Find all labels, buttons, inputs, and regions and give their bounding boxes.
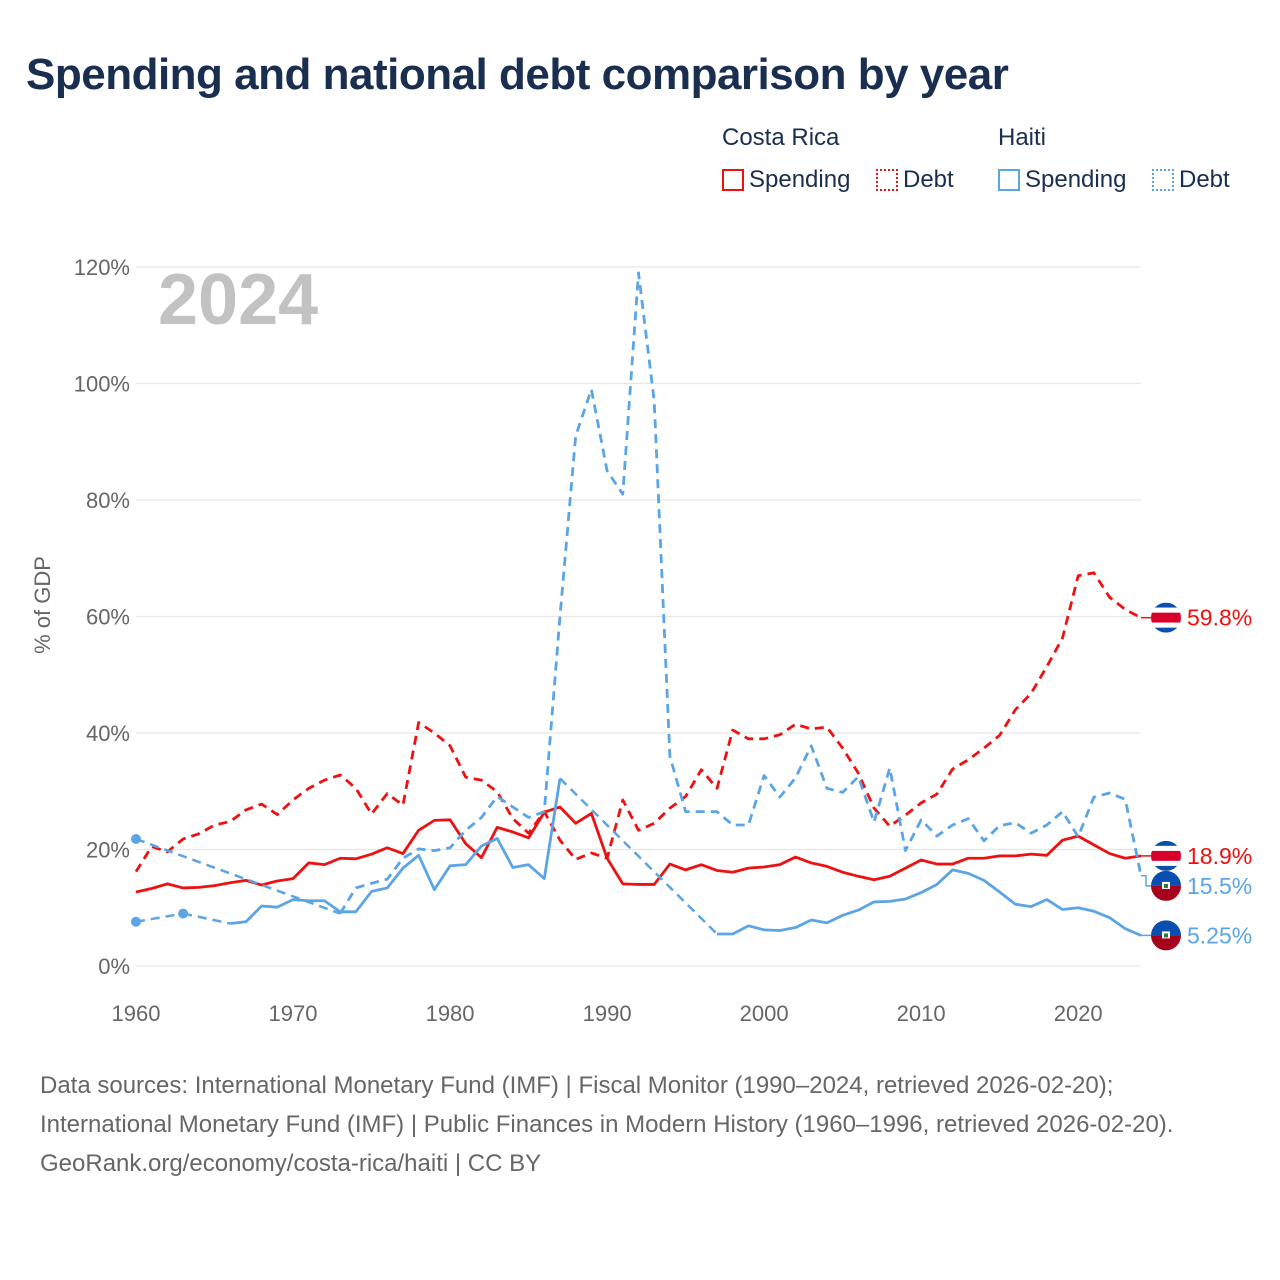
dotted-swatch-icon xyxy=(1152,169,1174,191)
y-tick-label: 120% xyxy=(74,255,130,280)
series-gap-line xyxy=(182,912,231,925)
legend-label: Debt xyxy=(903,166,954,193)
y-tick-label: 20% xyxy=(86,838,130,863)
y-tick-label: 60% xyxy=(86,605,130,630)
series-line-haiti-spending xyxy=(230,778,562,925)
flag-stripe xyxy=(1151,622,1181,628)
y-tick-label: 80% xyxy=(86,488,130,513)
credit-link[interactable]: GeoRank.org/economy/costa-rica/haiti | C… xyxy=(40,1150,542,1177)
legend-label: Debt xyxy=(1179,166,1230,193)
legend-label: Spending xyxy=(749,166,851,193)
dotted-swatch-icon xyxy=(876,169,898,191)
flag-stripe xyxy=(1151,602,1181,608)
year-watermark: 2024 xyxy=(158,260,318,340)
legend-label: Spending xyxy=(1025,166,1127,193)
x-tick-label: 1980 xyxy=(426,1001,475,1026)
end-value-label: 59.8% xyxy=(1187,605,1252,631)
series-line-costa-rica-debt xyxy=(134,571,1142,873)
legend-costa-rica-heading: Costa Rica xyxy=(722,124,840,151)
series-gap-line xyxy=(559,777,718,935)
flag-stripe xyxy=(1151,860,1181,866)
costa-rica-flag-icon xyxy=(1151,840,1181,871)
end-value-label: 15.5% xyxy=(1187,873,1252,899)
flag-stripe xyxy=(1151,627,1181,633)
x-tick-label: 1990 xyxy=(583,1001,632,1026)
legend-costa-rica-spending[interactable]: Spending xyxy=(722,166,850,194)
flag-stripe xyxy=(1151,885,1181,901)
flag-stripe xyxy=(1151,935,1181,951)
flag-emblem xyxy=(1164,883,1168,888)
data-point xyxy=(131,916,141,927)
series-line-haiti-debt xyxy=(338,271,1143,915)
end-value-label: 18.9% xyxy=(1187,843,1252,869)
haiti-flag-icon xyxy=(1151,920,1181,951)
flag-stripe xyxy=(1151,870,1181,886)
flag-stripe xyxy=(1151,612,1181,623)
flag-stripe xyxy=(1151,607,1181,613)
data-sources: Data sources: International Monetary Fun… xyxy=(40,1072,1174,1138)
series-gap-line xyxy=(135,912,184,923)
flag-emblem xyxy=(1164,933,1168,938)
haiti-flag-icon xyxy=(1151,870,1181,901)
y-axis-label: % of GDP xyxy=(30,556,55,654)
flag-stripe xyxy=(1151,845,1181,851)
legend-haiti-debt[interactable]: Debt xyxy=(1152,166,1230,194)
x-tick-label: 2020 xyxy=(1054,1001,1103,1026)
flag-stripe xyxy=(1151,840,1181,846)
series-line-costa-rica-spending xyxy=(135,805,1142,894)
data-point xyxy=(131,834,141,845)
flag-stripe xyxy=(1151,865,1181,871)
series-gap-line xyxy=(135,837,341,915)
label-connector xyxy=(1141,874,1151,887)
x-tick-label: 2000 xyxy=(740,1001,789,1026)
footer: Data sources: International Monetary Fun… xyxy=(40,1066,1240,1183)
flag-stripe xyxy=(1151,920,1181,936)
x-tick-label: 1960 xyxy=(112,1001,161,1026)
solid-swatch-icon xyxy=(998,169,1020,191)
flag-stripe xyxy=(1151,850,1181,861)
y-tick-label: 40% xyxy=(86,721,130,746)
x-tick-label: 2010 xyxy=(897,1001,946,1026)
legend-costa-rica-debt[interactable]: Debt xyxy=(876,166,954,194)
y-tick-label: 0% xyxy=(98,954,130,979)
data-point xyxy=(178,908,189,919)
legend-haiti-heading: Haiti xyxy=(998,124,1047,151)
chart-title: Spending and national debt comparison by… xyxy=(26,50,1009,99)
end-value-label: 5.25% xyxy=(1187,922,1252,948)
x-tick-label: 1970 xyxy=(269,1001,318,1026)
solid-swatch-icon xyxy=(722,169,744,191)
legend-haiti-spending[interactable]: Spending xyxy=(998,166,1126,194)
y-tick-label: 100% xyxy=(74,372,130,397)
costa-rica-flag-icon xyxy=(1151,602,1181,633)
series-line-haiti-spending xyxy=(717,868,1142,937)
